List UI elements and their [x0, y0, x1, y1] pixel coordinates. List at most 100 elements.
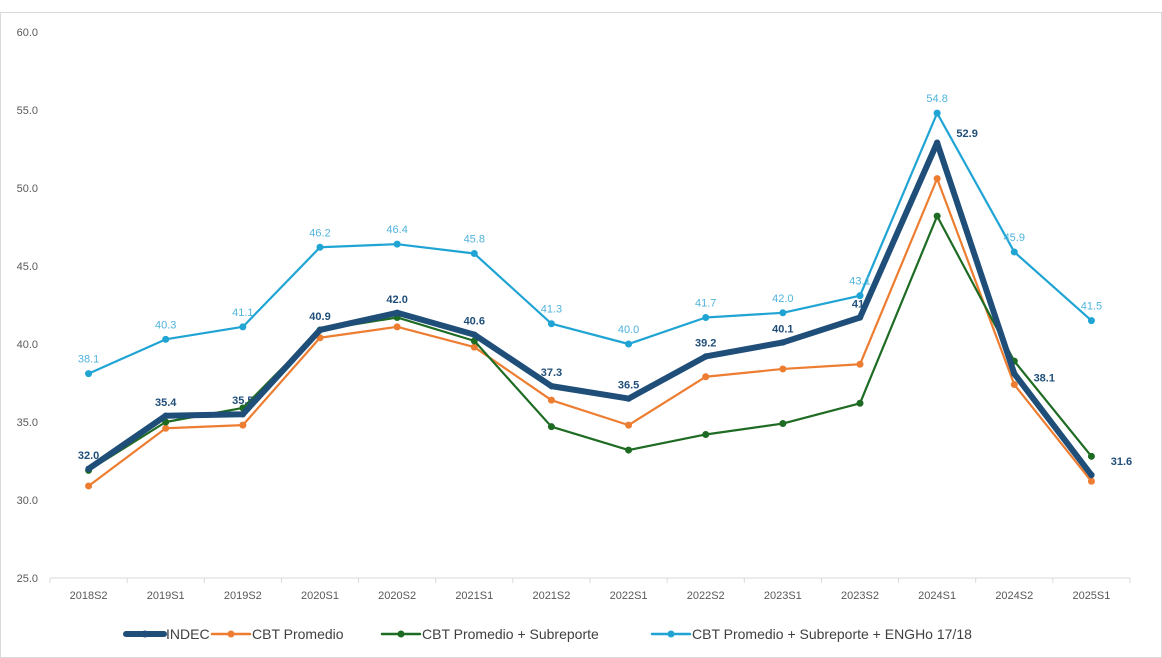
data-point — [316, 243, 324, 251]
data-label: 38.1 — [1034, 373, 1055, 385]
series-layer — [85, 109, 1095, 490]
series-4 — [85, 109, 1095, 378]
data-point — [779, 365, 787, 373]
data-point — [625, 446, 633, 454]
data-point — [702, 313, 710, 321]
data-label: 42.0 — [772, 293, 793, 305]
data-point — [547, 396, 555, 404]
legend-label: CBT Promedio + Subreporte + ENGHo 17/18 — [692, 626, 972, 642]
data-point — [933, 212, 941, 220]
legend-item: INDEC — [123, 626, 210, 642]
legend-label: CBT Promedio + Subreporte — [422, 626, 599, 642]
y-axis: 25.0 30.0 35.0 40.0 45.0 50.0 55.0 60.0 — [17, 27, 38, 585]
data-point — [1087, 317, 1095, 325]
x-tick-label: 2020S2 — [378, 590, 416, 602]
data-point — [1087, 477, 1095, 485]
data-label: 52.9 — [956, 128, 977, 140]
series-line — [85, 139, 1095, 479]
series-1 — [85, 139, 1095, 479]
x-tick-label: 2021S1 — [455, 590, 493, 602]
data-point — [239, 411, 247, 418]
data-point — [470, 343, 478, 351]
data-label: 41.5 — [1081, 301, 1102, 313]
data-point — [933, 109, 941, 117]
data-point — [239, 421, 247, 429]
data-point — [856, 399, 864, 407]
data-point — [85, 465, 92, 472]
legend-swatch-marker — [667, 630, 675, 638]
data-label: 40.3 — [155, 319, 176, 331]
data-point — [548, 382, 555, 390]
data-point — [85, 370, 93, 378]
data-label: 45.9 — [1004, 232, 1025, 244]
data-label: 37.3 — [541, 367, 562, 379]
data-label: 36.5 — [618, 380, 639, 392]
legend-item: CBT Promedio + Subreporte + ENGHo 17/18 — [650, 626, 972, 642]
data-point — [625, 421, 633, 429]
data-point — [316, 326, 324, 334]
data-point — [470, 250, 478, 258]
data-label: 38.1 — [78, 354, 99, 366]
data-point — [625, 395, 632, 402]
y-tick-label: 40.0 — [17, 339, 38, 351]
data-label: 41 — [852, 298, 864, 310]
x-tick-label: 2025S1 — [1072, 590, 1110, 602]
data-point — [779, 420, 787, 428]
data-label: 35.5 — [232, 395, 253, 407]
data-label: 41.7 — [695, 297, 716, 309]
data-label: 43.1 — [849, 276, 870, 288]
x-tick-label: 2019S1 — [147, 590, 185, 602]
series-line — [87, 112, 1093, 375]
x-tick-label: 2021S2 — [532, 590, 570, 602]
data-label: 41.1 — [232, 307, 253, 319]
data-label: 40.6 — [464, 316, 485, 328]
data-point — [547, 320, 555, 328]
data-point — [239, 323, 247, 331]
y-tick-label: 45.0 — [17, 261, 38, 273]
data-point — [1010, 381, 1018, 389]
data-label: 40.1 — [772, 323, 793, 335]
legend-label: CBT Promedio — [252, 626, 344, 642]
data-label: 39.2 — [695, 337, 716, 349]
legend-label: INDEC — [166, 626, 210, 642]
data-point — [702, 353, 709, 360]
legend-swatch-marker — [227, 630, 235, 638]
data-label: 40.9 — [309, 311, 330, 323]
data-point — [85, 482, 93, 490]
data-labels-layer: 32.0 35.4 35.5 40.9 42.0 40.6 37.3 36.5 39.2 40.1… — [78, 93, 1132, 468]
series-line — [87, 214, 1093, 472]
x-tick-label: 2022S1 — [610, 590, 648, 602]
data-point — [393, 240, 401, 248]
data-point — [702, 373, 710, 381]
y-tick-label: 55.0 — [17, 105, 38, 117]
x-tick-label: 2024S2 — [995, 590, 1033, 602]
data-label: 46.2 — [309, 227, 330, 239]
series-3 — [85, 212, 1095, 474]
data-point — [933, 175, 941, 183]
legend-swatch-marker — [397, 630, 405, 638]
x-tick-label: 2022S2 — [687, 590, 725, 602]
data-point — [471, 331, 478, 338]
data-label: 45.8 — [464, 234, 485, 246]
x-tick-label: 2023S2 — [841, 590, 879, 602]
x-tick-label: 2020S1 — [301, 590, 339, 602]
data-point — [625, 340, 633, 348]
data-point — [702, 430, 710, 438]
legend-item: CBT Promedio — [210, 626, 344, 642]
data-label: 41.3 — [541, 304, 562, 316]
legend-swatch-marker — [141, 630, 149, 638]
data-label: 40.0 — [618, 324, 639, 336]
x-axis: 2018S2 2019S1 2019S2 2020S1 2020S2 2021S1 2021… — [49, 577, 1131, 602]
data-label: 54.8 — [926, 93, 947, 105]
y-tick-label: 35.0 — [17, 417, 38, 429]
data-label: 35.4 — [155, 397, 177, 409]
data-label: 46.4 — [386, 224, 407, 236]
series-2 — [85, 175, 1095, 490]
x-tick-label: 2024S1 — [918, 590, 956, 602]
data-point — [856, 314, 864, 321]
x-tick-label: 2019S2 — [224, 590, 262, 602]
data-point — [162, 335, 170, 343]
data-point — [1088, 471, 1095, 479]
chart-border — [0, 12, 1162, 658]
legend-item: CBT Promedio + Subreporte — [380, 626, 599, 642]
